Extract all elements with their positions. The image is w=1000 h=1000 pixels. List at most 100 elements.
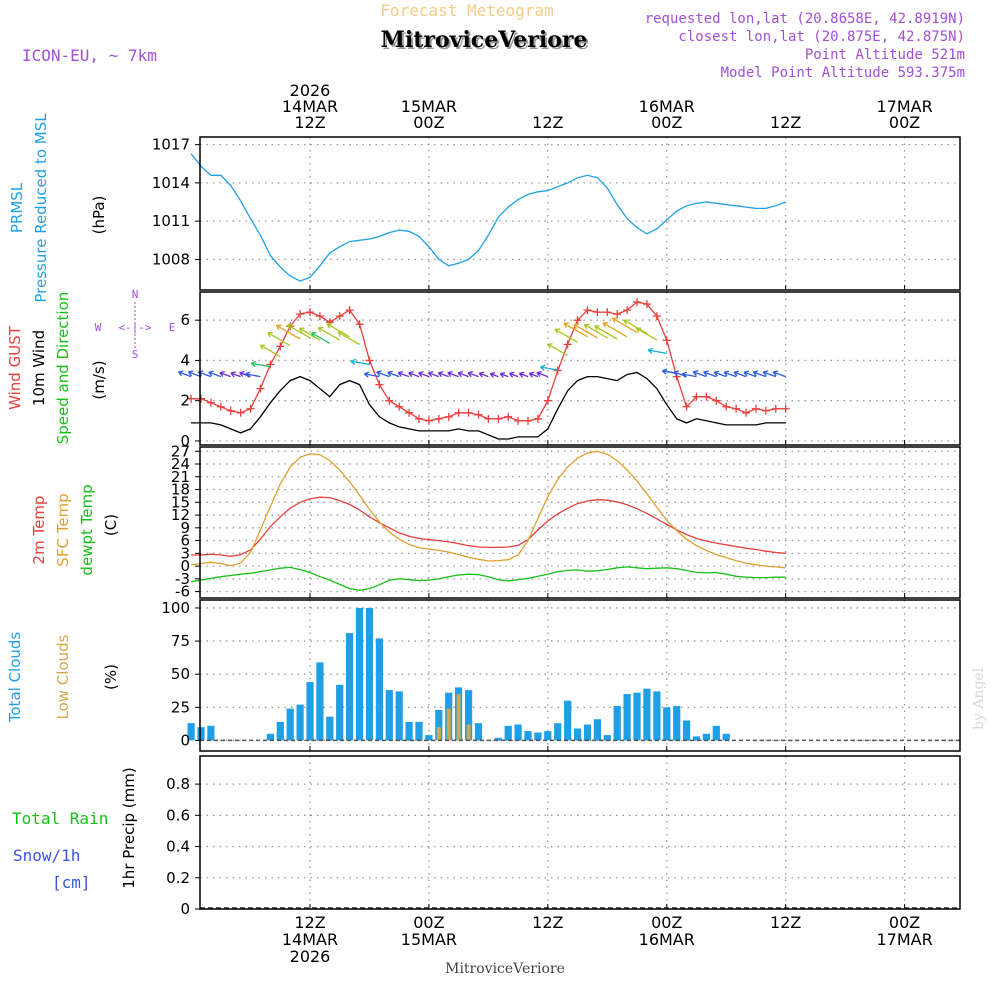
wind-direction-arrow: [275, 324, 301, 340]
total-cloud-bar: [504, 725, 512, 741]
wind-direction-arrow: [478, 371, 489, 378]
gust-marker: [722, 402, 731, 411]
top-date-label: 14MAR: [282, 97, 338, 116]
low-cloud-bar: [436, 727, 441, 741]
total-cloud-bar: [722, 733, 730, 741]
bottom-date-label: 12Z: [294, 913, 325, 932]
wind-direction-arrow: [554, 328, 578, 343]
total-cloud-bar: [326, 716, 334, 741]
gust-marker: [533, 414, 542, 423]
snow-label: Snow/1h: [13, 846, 80, 865]
wind-direction-arrow: [573, 323, 598, 339]
panel-frame: [199, 291, 961, 446]
series-line: [191, 450, 786, 569]
wind-direction-arrow: [752, 370, 767, 378]
gust-marker: [335, 312, 344, 321]
wind-direction-arrow: [387, 370, 400, 378]
gust-marker: [642, 300, 651, 309]
gust-marker: [484, 414, 493, 423]
gust-marker: [593, 308, 602, 317]
bottom-date-label: 17MAR: [876, 930, 932, 949]
wind-direction-arrow: [177, 370, 192, 378]
gust-marker: [563, 340, 572, 349]
gust-marker: [355, 320, 364, 329]
y-tick-label: 0: [180, 557, 190, 575]
wind-direction-arrow: [681, 371, 697, 378]
series-line: [190, 153, 786, 282]
gust-marker: [474, 410, 483, 419]
total-cloud-bar: [395, 691, 403, 741]
series-line: [191, 301, 786, 422]
total-cloud-bar: [276, 721, 284, 741]
wind-direction-arrow: [611, 317, 638, 333]
model-label: ICON-EU, ~ 7km: [22, 46, 157, 65]
info-line-4: Model Point Altitude 593.375m: [721, 65, 965, 81]
total-cloud-bar: [623, 694, 631, 741]
wind-direction-arrow: [250, 360, 271, 368]
bottom-date-label: 00Z: [651, 913, 682, 932]
total-cloud-bar: [643, 688, 651, 741]
total-rain-label: Total Rain: [12, 809, 108, 828]
wind-direction-arrow: [602, 322, 628, 338]
gust-marker: [444, 412, 453, 421]
gust-marker: [464, 408, 473, 417]
bottom-date-label: 12Z: [770, 913, 801, 932]
y-tick-label: 12: [171, 506, 190, 524]
total-cloud-bar: [336, 684, 344, 741]
gust-marker: [573, 316, 582, 325]
gust-marker: [751, 404, 760, 413]
gust-marker: [603, 308, 612, 317]
gust-marker: [553, 366, 562, 375]
bottom-date-label: 2026: [290, 947, 331, 966]
y-tick-label: -3: [175, 570, 190, 588]
y-tick-label: 2: [180, 392, 190, 410]
gust-marker: [424, 416, 433, 425]
wind-direction-arrow: [583, 323, 608, 339]
total-cloud-bar: [653, 691, 661, 741]
total-cloud-bar: [197, 727, 205, 741]
wind-direction-arrow: [418, 371, 430, 378]
wind-direction-arrow: [437, 371, 449, 378]
precip-units: 1hr Precip (mm): [120, 767, 138, 888]
wind-10m-label: 10m Wind: [30, 330, 48, 406]
wind-direction-arrow: [743, 370, 757, 378]
info-line-3: Point Altitude 521m: [805, 47, 965, 63]
panel-frame: [199, 599, 961, 752]
wind-direction-arrow: [219, 370, 231, 378]
y-tick-label: 15: [171, 493, 190, 511]
chart-subtitle: Forecast Meteogram: [380, 1, 553, 20]
gust-marker: [781, 404, 790, 413]
total-cloud-bar: [613, 706, 621, 741]
low-cloud-bar: [466, 724, 471, 741]
y-tick-label: 1014: [152, 174, 190, 192]
wind-direction-arrow: [489, 372, 499, 378]
wind-direction-arrow: [623, 319, 648, 335]
wind-direction-arrow: [547, 343, 569, 357]
total-cloud-bar: [474, 723, 483, 741]
total-cloud-bar: [355, 607, 364, 741]
wind-direction-arrow: [563, 322, 588, 338]
wind-direction-arrow: [326, 323, 350, 338]
gust-marker: [692, 392, 701, 401]
gust-marker: [504, 412, 513, 421]
total-cloud-bar: [207, 725, 215, 741]
top-date-label: 00Z: [651, 113, 682, 132]
total-cloud-bar: [187, 723, 195, 741]
temp-dewpt-label: dewpt Temp: [78, 484, 96, 575]
pressure-label: PRMSL: [8, 182, 26, 233]
gust-marker: [623, 306, 632, 315]
total-cloud-bar: [346, 633, 354, 741]
total-cloud-bar: [583, 724, 592, 741]
total-cloud-bar: [435, 709, 443, 741]
total-cloud-bar: [673, 706, 681, 741]
wind-direction-arrow: [427, 371, 440, 378]
wind-direction-arrow: [528, 371, 539, 378]
bottom-date-label: 14MAR: [282, 930, 338, 949]
gust-marker: [652, 312, 661, 321]
gust-marker: [682, 402, 691, 411]
wind-direction-arrow: [508, 371, 519, 378]
total-cloud-bar: [702, 733, 710, 741]
top-date-label: 12Z: [294, 113, 325, 132]
gust-marker: [375, 380, 384, 389]
bottom-date-label: 12Z: [532, 913, 563, 932]
